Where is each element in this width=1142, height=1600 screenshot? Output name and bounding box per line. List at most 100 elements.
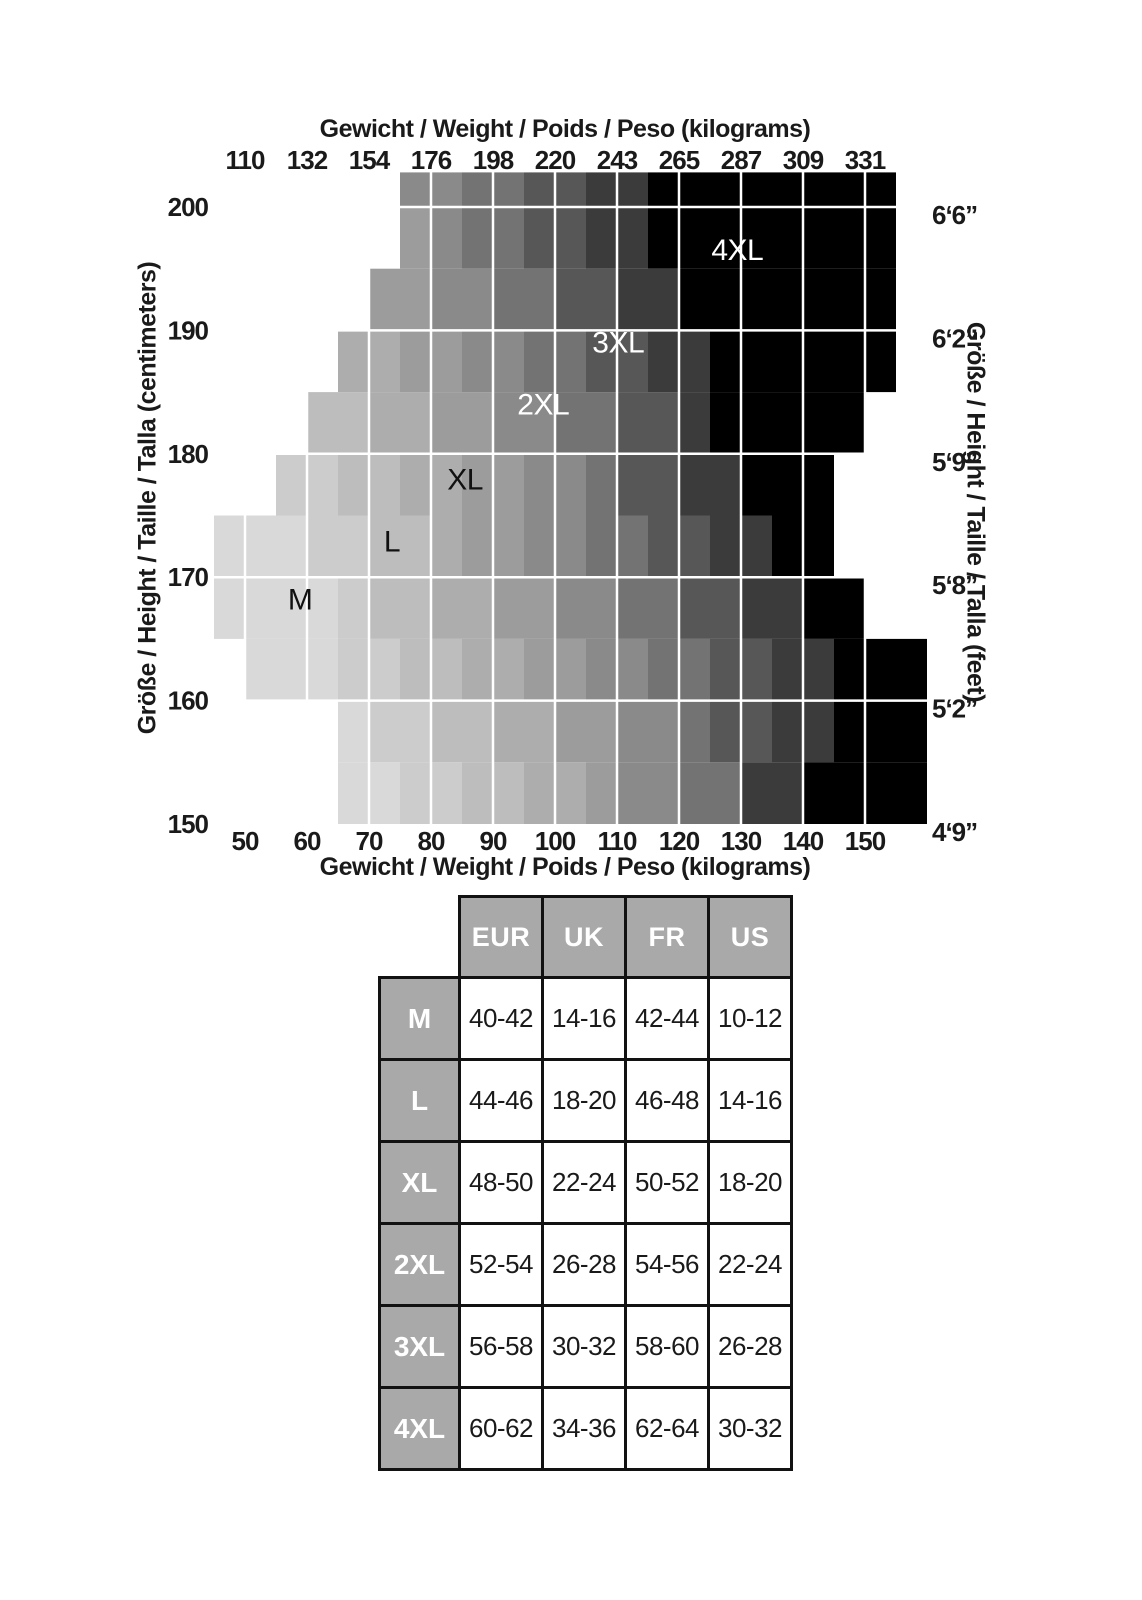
left-tick-label: 200 [168, 192, 209, 222]
heatmap-cell [245, 638, 338, 701]
heatmap-cell [803, 577, 865, 639]
left-tick-label: 170 [168, 562, 209, 592]
bottom-tick-label: 90 [480, 826, 507, 856]
right-tick-label: 5‘8” [932, 570, 977, 600]
size-region-label-m: M [288, 583, 313, 616]
heatmap-cell [555, 268, 617, 331]
heatmap-cell [679, 268, 896, 331]
heatmap-cell [214, 515, 307, 578]
row-size-label: L [378, 1058, 461, 1143]
size-value-cell: 34-36 [541, 1386, 627, 1471]
size-value-cell: 26-28 [707, 1304, 793, 1389]
heatmap-cell [493, 392, 555, 454]
table-row: 4XL 60-62 34-36 62-64 30-32 [378, 1386, 793, 1471]
row-size-label: 2XL [378, 1222, 461, 1307]
heatmap-cell [338, 577, 369, 639]
heatmap-cell [679, 577, 741, 639]
heatmap-cell [617, 392, 679, 454]
top-tick-label: 198 [473, 145, 514, 175]
heatmap-cell [555, 577, 617, 639]
heatmap-cell [617, 577, 679, 639]
heatmap-cell [617, 268, 679, 331]
heatmap-cell [648, 207, 896, 269]
heatmap-cell [648, 172, 896, 207]
size-value-cell: 42-44 [624, 976, 710, 1061]
size-region-label-xl: XL [447, 464, 483, 497]
bottom-tick-label: 60 [294, 826, 321, 856]
size-value-cell: 22-24 [541, 1140, 627, 1225]
size-value-cell: 46-48 [624, 1058, 710, 1143]
size-value-cell: 54-56 [624, 1222, 710, 1307]
heatmap-cell [338, 700, 369, 763]
bottom-tick-label: 150 [845, 826, 886, 856]
size-value-cell: 44-46 [458, 1058, 544, 1143]
heatmap-cell [741, 453, 834, 516]
table-row: L 44-46 18-20 46-48 14-16 [378, 1058, 793, 1143]
heatmap-cell [431, 392, 493, 454]
column-header-eur: EUR [458, 895, 544, 979]
heatmap-cell [555, 700, 617, 763]
size-value-cell: 52-54 [458, 1222, 544, 1307]
row-size-label: 4XL [378, 1386, 461, 1471]
heatmap-cell [493, 577, 555, 639]
size-value-cell: 50-52 [624, 1140, 710, 1225]
bottom-tick-label: 100 [535, 826, 576, 856]
row-size-label: M [378, 976, 461, 1061]
size-value-cell: 30-32 [541, 1304, 627, 1389]
top-tick-label: 176 [411, 145, 452, 175]
size-region-label-4xl: 4XL [711, 234, 763, 267]
size-value-cell: 14-16 [707, 1058, 793, 1143]
top-axis-title: Gewicht / Weight / Poids / Peso (kilogra… [319, 115, 811, 143]
size-value-cell: 18-20 [541, 1058, 627, 1143]
size-value-cell: 62-64 [624, 1386, 710, 1471]
size-value-cell: 48-50 [458, 1140, 544, 1225]
column-header-us: US [707, 895, 793, 979]
top-tick-label: 220 [535, 145, 576, 175]
bottom-tick-label: 130 [721, 826, 762, 856]
right-tick-label: 5‘2” [932, 694, 977, 724]
size-value-cell: 22-24 [707, 1222, 793, 1307]
heatmap-cell [679, 392, 710, 454]
table-header-row: EUR UK FR US [380, 895, 793, 979]
size-conversion-table: EUR UK FR US M 40-42 14-16 42-44 10-12 L 44-46 18-2… [378, 895, 793, 1471]
size-value-cell: 10-12 [707, 976, 793, 1061]
size-region-label-l: L [384, 525, 400, 558]
heatmap-cell [431, 700, 493, 763]
left-tick-label: 160 [168, 686, 209, 716]
size-value-cell: 26-28 [541, 1222, 627, 1307]
heatmap-cell [369, 515, 431, 578]
top-tick-label: 154 [349, 145, 391, 175]
heatmap-cell [307, 515, 369, 578]
row-size-label: 3XL [378, 1304, 461, 1389]
heatmap-cell [617, 700, 679, 763]
heatmap-cell [369, 577, 431, 639]
bottom-tick-label: 80 [418, 826, 445, 856]
heatmap-cell [431, 577, 493, 639]
heatmap-cell [431, 207, 462, 269]
heatmap-cell [214, 577, 338, 639]
heatmap-cell [741, 577, 803, 639]
table-row: XL 48-50 22-24 50-52 18-20 [378, 1140, 793, 1225]
size-value-cell: 58-60 [624, 1304, 710, 1389]
bottom-axis-title: Gewicht / Weight / Poids / Peso (kilogra… [319, 853, 811, 881]
heatmap-cell [741, 762, 803, 824]
heatmap-cell [834, 638, 927, 701]
heatmap-cell [369, 700, 431, 763]
heatmap-cell [431, 515, 462, 578]
bottom-tick-label: 70 [356, 826, 383, 856]
top-tick-label: 331 [845, 145, 886, 175]
heatmap-cell [586, 453, 617, 516]
right-tick-label: 4‘9” [932, 817, 977, 847]
size-region-label-3xl: 3XL [592, 327, 644, 360]
heatmap-cell [679, 762, 741, 824]
top-tick-label: 132 [287, 145, 328, 175]
bottom-tick-label: 120 [659, 826, 700, 856]
heatmap-cell [710, 392, 865, 454]
size-value-cell: 56-58 [458, 1304, 544, 1389]
heatmap-cell [679, 700, 710, 763]
size-value-cell: 30-32 [707, 1386, 793, 1471]
heatmap-cell [586, 762, 617, 824]
top-tick-label: 287 [721, 145, 762, 175]
column-header-fr: FR [624, 895, 710, 979]
bottom-tick-label: 50 [232, 826, 259, 856]
